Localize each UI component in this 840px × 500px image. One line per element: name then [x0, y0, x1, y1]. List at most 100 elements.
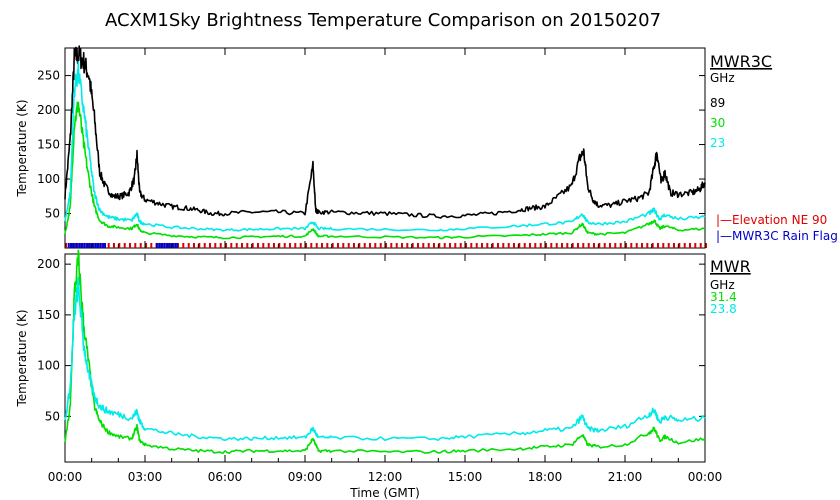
bottom-y-ticks: 50 100 150 200 — [37, 257, 705, 423]
elevation-flag-tick — [278, 243, 281, 248]
elevation-flag-tick — [545, 243, 547, 248]
x-tick-label: 00:00 — [688, 470, 723, 484]
bottom-legend-unit: GHz — [710, 278, 735, 292]
elevation-flag-tick — [555, 243, 558, 248]
elevation-flag-tick — [577, 243, 579, 248]
elevation-flag-tick — [534, 243, 537, 248]
top-panel: Temperature (K) 50 100 150 200 250 MWR3C GHz… — [15, 45, 838, 249]
rain-flag-tick — [80, 243, 82, 248]
rain-flag-tick — [157, 243, 159, 248]
elevation-flag-tick — [187, 243, 190, 248]
x-tick-label: 09:00 — [288, 470, 323, 484]
top-y-tick-label: 150 — [37, 138, 60, 152]
rain-flag-tick — [170, 243, 172, 248]
elevation-flag-tick — [667, 243, 670, 248]
rain-flag-tick — [75, 243, 78, 248]
elevation-flag-tick — [401, 243, 403, 248]
elevation-flag-tick — [641, 243, 643, 248]
elevation-flag-tick — [625, 243, 627, 248]
elevation-flag-tick — [433, 243, 435, 248]
rain-flag-tick — [96, 243, 98, 248]
top-series-line-30 — [64, 101, 706, 240]
elevation-flag-tick — [571, 243, 574, 248]
top-plot-frame — [64, 47, 706, 249]
elevation-flag-tick — [417, 243, 419, 248]
elevation-flag-tick — [443, 243, 446, 248]
elevation-flag-tick — [582, 243, 585, 248]
flag-strip — [65, 243, 707, 248]
elevation-flag-tick — [246, 243, 249, 248]
elevation-flag-tick — [427, 243, 430, 248]
elevation-flag-tick — [65, 243, 67, 248]
elevation-flag-tick — [273, 243, 275, 248]
top-series-group — [64, 45, 706, 240]
x-tick-label: 12:00 — [368, 470, 403, 484]
elevation-flag-tick — [635, 243, 638, 248]
elevation-flag-tick — [225, 243, 227, 248]
elevation-flag-tick — [603, 243, 606, 248]
elevation-flag-tick — [646, 243, 649, 248]
elevation-flag-tick — [657, 243, 659, 248]
rain-flag-legend: |—MWR3C Rain Flag — [716, 229, 838, 243]
top-legend-title: MWR3C — [710, 52, 772, 71]
elevation-flag-tick — [587, 243, 590, 248]
elevation-flag-tick — [550, 243, 553, 248]
legend-entry-89: 89 — [710, 96, 725, 110]
top-y-tick-label: 200 — [37, 103, 60, 117]
rain-flag-tick — [166, 243, 169, 248]
elevation-flag-tick — [395, 243, 398, 248]
rain-flag-tick — [98, 243, 100, 248]
legend-entry-23-8: 23.8 — [710, 302, 737, 316]
top-y-tick-label: 50 — [45, 207, 60, 221]
bottom-series-line-23-8 — [64, 276, 706, 442]
elevation-flag-tick — [230, 243, 233, 248]
elevation-flag-tick — [241, 243, 243, 248]
elevation-flag-tick — [358, 243, 361, 248]
elevation-flag-tick — [507, 243, 510, 248]
x-tick-label: 21:00 — [608, 470, 643, 484]
rain-flag-tick — [86, 243, 89, 248]
elevation-flag-tick — [326, 243, 329, 248]
rain-flag-tick — [160, 243, 162, 248]
elevation-flag-tick — [523, 243, 526, 248]
top-series-line-89 — [64, 45, 706, 219]
elevation-flag-tick — [315, 243, 318, 248]
rain-flag-tick — [78, 243, 81, 248]
elevation-flag-tick — [363, 243, 366, 248]
elevation-flag-tick — [107, 243, 110, 248]
elevation-flag-tick — [283, 243, 286, 248]
rain-flag-tick — [176, 243, 178, 248]
elevation-flag-tick — [321, 243, 323, 248]
elevation-flag-tick — [129, 243, 131, 248]
elevation-flag-tick — [353, 243, 355, 248]
top-legend-unit: GHz — [710, 71, 735, 85]
elevation-flag-tick — [347, 243, 350, 248]
elevation-flag-tick — [438, 243, 441, 248]
elevation-flag-tick — [454, 243, 457, 248]
elevation-flag-tick — [673, 243, 675, 248]
elevation-flag-tick — [598, 243, 601, 248]
bottom-legend-title: MWR — [710, 257, 751, 276]
elevation-flag-tick — [209, 243, 211, 248]
legend-entry-31-4: 31.4 — [710, 290, 737, 304]
elevation-flag-tick — [539, 243, 542, 248]
rain-flag-tick — [67, 243, 70, 248]
elevation-flag-tick — [422, 243, 425, 248]
x-axis-label: Time (GMT) — [349, 486, 420, 500]
rain-flag-tick — [88, 243, 90, 248]
elevation-flag-tick — [305, 243, 307, 248]
elevation-flag-tick — [385, 243, 387, 248]
elevation-flag-tick — [193, 243, 195, 248]
elevation-flag-tick — [705, 243, 707, 248]
bottom-y-tick-label: 200 — [37, 257, 60, 271]
elevation-flag-tick — [689, 243, 691, 248]
x-tick-label: 00:00 — [48, 470, 83, 484]
elevation-flag-tick — [630, 243, 633, 248]
bottom-panel: Temperature (K) 50 100 150 200 00:00 03:00 06… — [15, 48, 751, 500]
elevation-flag-tick — [609, 243, 611, 248]
elevation-flag-tick — [619, 243, 622, 248]
x-tick-label: 06:00 — [208, 470, 243, 484]
rain-flag-tick — [70, 243, 73, 248]
elevation-flag-tick — [203, 243, 206, 248]
bottom-plot-frame — [64, 253, 706, 463]
